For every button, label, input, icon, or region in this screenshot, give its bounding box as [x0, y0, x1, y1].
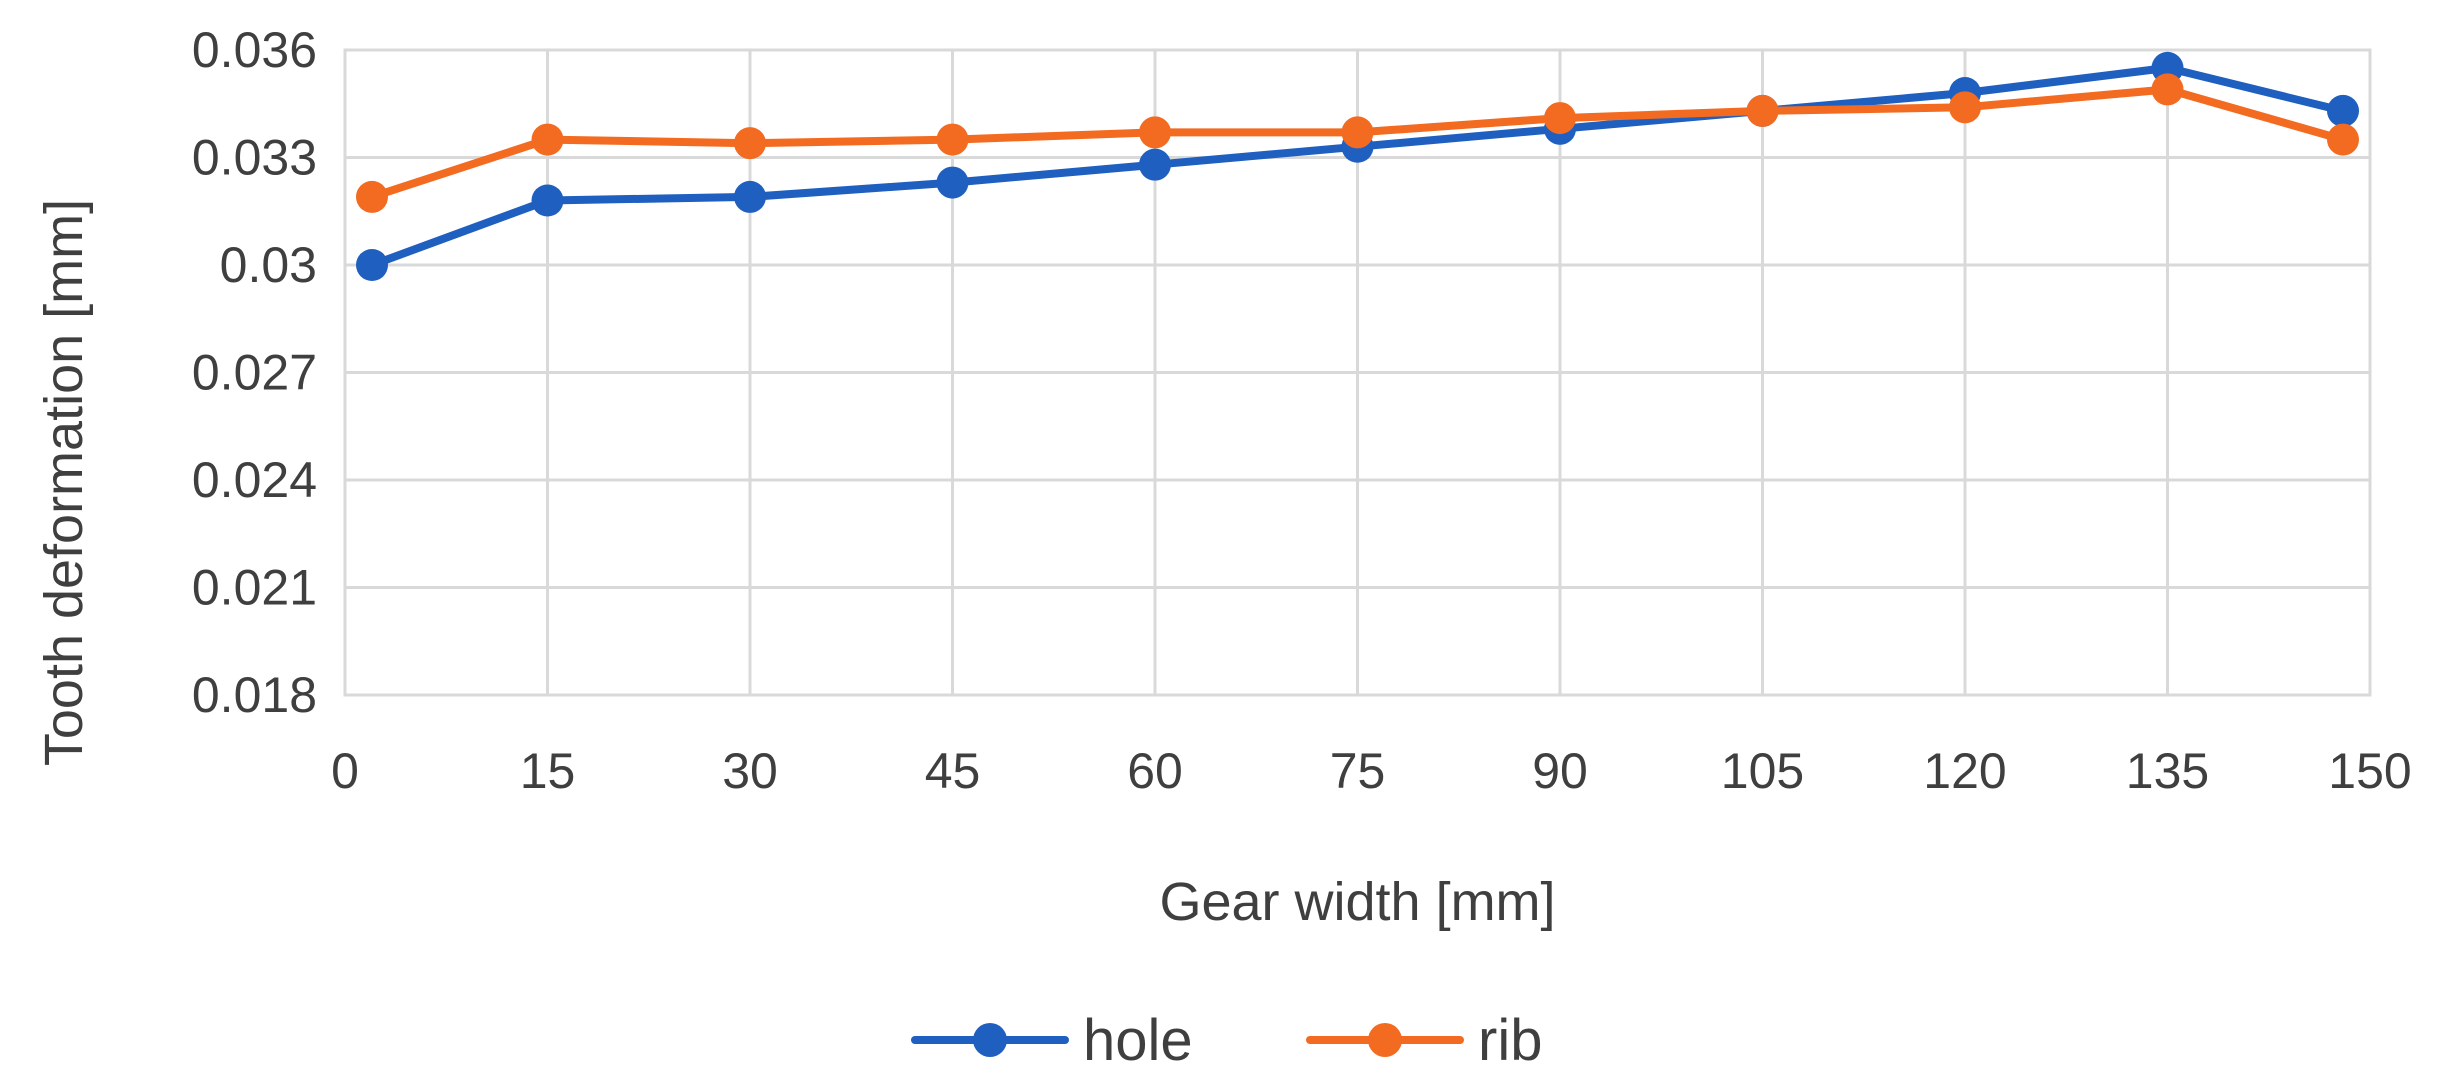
- data-point-rib: [531, 123, 564, 156]
- data-point-rib: [1746, 94, 1779, 127]
- y-tick-label: 0.021: [192, 560, 317, 616]
- x-tick-label: 60: [1127, 743, 1183, 799]
- legend-item-rib: rib: [1306, 1008, 1542, 1073]
- data-point-rib: [1949, 91, 1981, 124]
- y-tick-label: 0.033: [192, 130, 317, 186]
- data-point-rib: [356, 180, 388, 213]
- data-point-rib: [936, 123, 969, 156]
- y-tick-label: 0.027: [192, 345, 317, 401]
- legend: hole rib: [911, 1008, 1542, 1073]
- data-point-hole: [356, 249, 388, 281]
- data-point-hole: [2327, 94, 2359, 127]
- x-tick-label: 45: [925, 743, 981, 799]
- data-point-hole: [936, 166, 969, 199]
- x-tick-label: 0: [331, 743, 359, 799]
- y-tick-label: 0.018: [192, 667, 317, 723]
- x-tick-label: 75: [1330, 743, 1386, 799]
- data-point-hole: [734, 180, 766, 213]
- data-point-rib: [2327, 123, 2359, 156]
- x-tick-label: 30: [722, 743, 778, 799]
- y-tick-label: 0.03: [220, 237, 317, 293]
- legend-swatch-marker: [1368, 1023, 1402, 1057]
- x-tick-label: 150: [2328, 743, 2411, 799]
- series-rib: [356, 73, 2359, 213]
- data-point-rib: [1341, 116, 1374, 149]
- y-tick-label: 0.024: [192, 452, 317, 508]
- x-tick-label: 120: [1923, 743, 2006, 799]
- x-tick-label: 15: [520, 743, 576, 799]
- legend-item-hole: hole: [911, 1008, 1193, 1073]
- y-tick-label: 0.036: [192, 22, 317, 78]
- x-tick-label: 90: [1532, 743, 1588, 799]
- x-tick-labels: 0 15 30 45 60 75 90 105 120 135 150: [331, 743, 2412, 799]
- data-point-rib: [1139, 116, 1171, 149]
- data-point-rib: [2151, 73, 2184, 106]
- legend-label: rib: [1478, 1008, 1542, 1073]
- data-point-rib: [1544, 102, 1576, 135]
- x-axis-title: Gear width [mm]: [1159, 872, 1555, 932]
- data-point-hole: [1139, 148, 1171, 181]
- x-tick-label: 105: [1721, 743, 1804, 799]
- legend-swatch-marker: [973, 1023, 1007, 1057]
- x-tick-label: 135: [2126, 743, 2209, 799]
- series-layer: [356, 51, 2359, 281]
- plot-area-frame: [343, 48, 2372, 697]
- y-axis-title: Tooth deformation [mm]: [34, 199, 94, 766]
- y-tick-labels: 0.036 0.033 0.03 0.027 0.024 0.021 0.018: [192, 22, 317, 723]
- legend-label: hole: [1083, 1008, 1193, 1073]
- data-point-rib: [734, 127, 766, 160]
- data-point-hole: [531, 184, 564, 217]
